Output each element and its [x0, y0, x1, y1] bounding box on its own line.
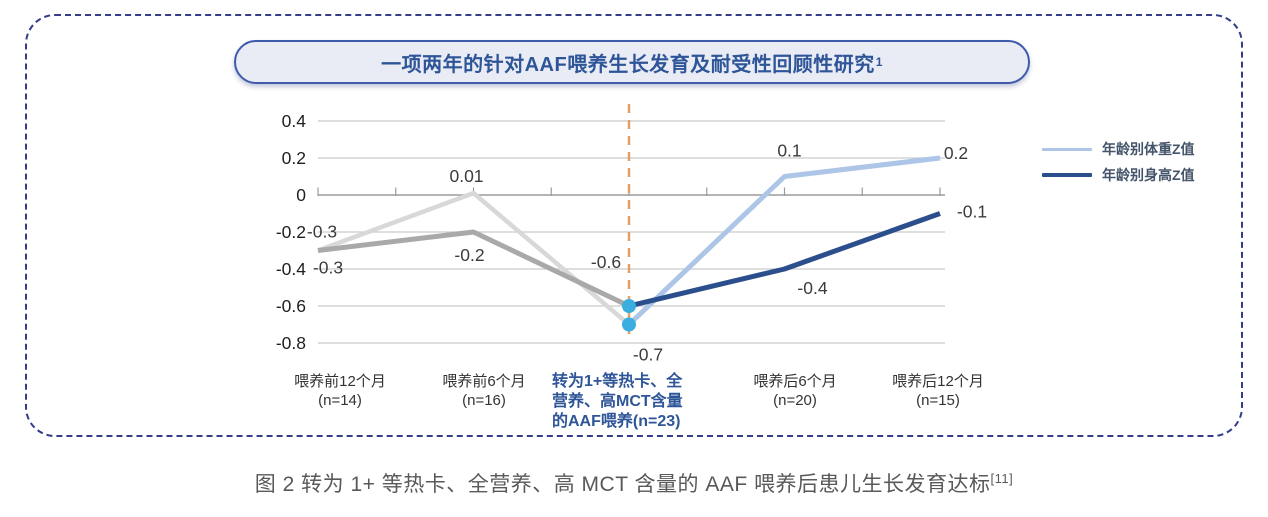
figure-caption-reference: [11] — [990, 471, 1014, 486]
figure-border — [25, 14, 1243, 437]
series-line-post-transition — [627, 155, 941, 327]
data-point-label: -0.6 — [591, 252, 621, 272]
legend-line-swatch — [1042, 147, 1092, 151]
series-line-post-transition — [628, 211, 941, 309]
x-axis-label-line: (n=16) — [462, 392, 506, 409]
x-axis-label-line: 转为1+等热卡、全 — [552, 373, 683, 390]
x-axis-label-line: 喂养后12个月 — [892, 373, 984, 390]
transition-point-marker — [622, 317, 636, 332]
x-axis-label-line: 喂养后6个月 — [753, 373, 837, 390]
x-axis-label: 喂养前12个月 (n=14) — [260, 372, 420, 410]
chart-legend: 年龄别体重Z值 年龄别身高Z值 — [1042, 136, 1195, 188]
x-axis-label-line: 喂养前6个月 — [442, 373, 526, 390]
data-point-label: 0.2 — [944, 143, 968, 163]
x-axis-label: 喂养后12个月 (n=15) — [858, 372, 1018, 410]
x-axis-label: 喂养后6个月 (n=20) — [715, 372, 875, 410]
x-axis-label-line: 营养、高MCT含量 — [552, 393, 683, 410]
legend-item: 年龄别体重Z值 — [1042, 136, 1195, 162]
figure-caption-text: 图 2 转为 1+ 等热卡、全营养、高 MCT 含量的 AAF 喂养后患儿生长发… — [254, 473, 991, 496]
data-point-label: -0.3 — [307, 222, 337, 242]
x-axis-label-line: (n=20) — [773, 392, 817, 409]
legend-line-swatch — [1042, 173, 1092, 177]
line-chart: 0.4 0.2 0 -0.2 -0.4 -0.6 -0.8 -0.3 0.01 -0.7 0.1 0.… — [276, 104, 987, 365]
figure-caption: 图 2 转为 1+ 等热卡、全营养、高 MCT 含量的 AAF 喂养后患儿生长发… — [0, 468, 1268, 498]
chart-title-superscript: 1 — [875, 55, 883, 69]
x-axis-label-line: 的AAF喂养(n=23) — [552, 413, 681, 430]
data-point-label: 0.01 — [449, 166, 483, 186]
legend-label: 年龄别体重Z值 — [1102, 141, 1195, 157]
y-axis-tick-label: -0.2 — [276, 222, 306, 242]
data-point-label: -0.3 — [313, 258, 343, 278]
chart-title: 一项两年的针对AAF喂养生长发育及耐受性回顾性研究 — [381, 53, 875, 76]
x-axis-label-transition: 转为1+等热卡、全 营养、高MCT含量 的AAF喂养(n=23) — [552, 372, 710, 432]
data-point-label: -0.4 — [797, 278, 827, 298]
data-point-label: -0.1 — [957, 202, 987, 222]
y-axis-tick-label: 0.4 — [282, 111, 307, 131]
data-point-label: -0.7 — [633, 345, 663, 365]
data-point-label: -0.2 — [454, 245, 484, 265]
y-axis-tick-label: 0 — [296, 185, 306, 205]
transition-point-marker — [622, 299, 636, 313]
x-axis-label: 喂养前6个月 (n=16) — [404, 372, 564, 410]
x-axis-label-line: (n=15) — [916, 392, 960, 409]
data-point-label: 0.1 — [777, 141, 801, 161]
y-axis-tick-label: 0.2 — [282, 148, 306, 168]
x-axis-label-line: 喂养前12个月 — [294, 373, 386, 390]
legend-label: 年龄别身高Z值 — [1102, 167, 1195, 183]
y-axis-tick-label: -0.4 — [276, 259, 306, 279]
chart-title-banner: 一项两年的针对AAF喂养生长发育及耐受性回顾性研究 1 — [234, 40, 1030, 84]
series-line-pre-transition — [317, 229, 631, 309]
y-axis-tick-label: -0.8 — [276, 333, 306, 353]
y-axis-tick-label: -0.6 — [276, 296, 306, 316]
legend-item: 年龄别身高Z值 — [1042, 162, 1195, 188]
x-axis-label-line: (n=14) — [318, 392, 362, 409]
